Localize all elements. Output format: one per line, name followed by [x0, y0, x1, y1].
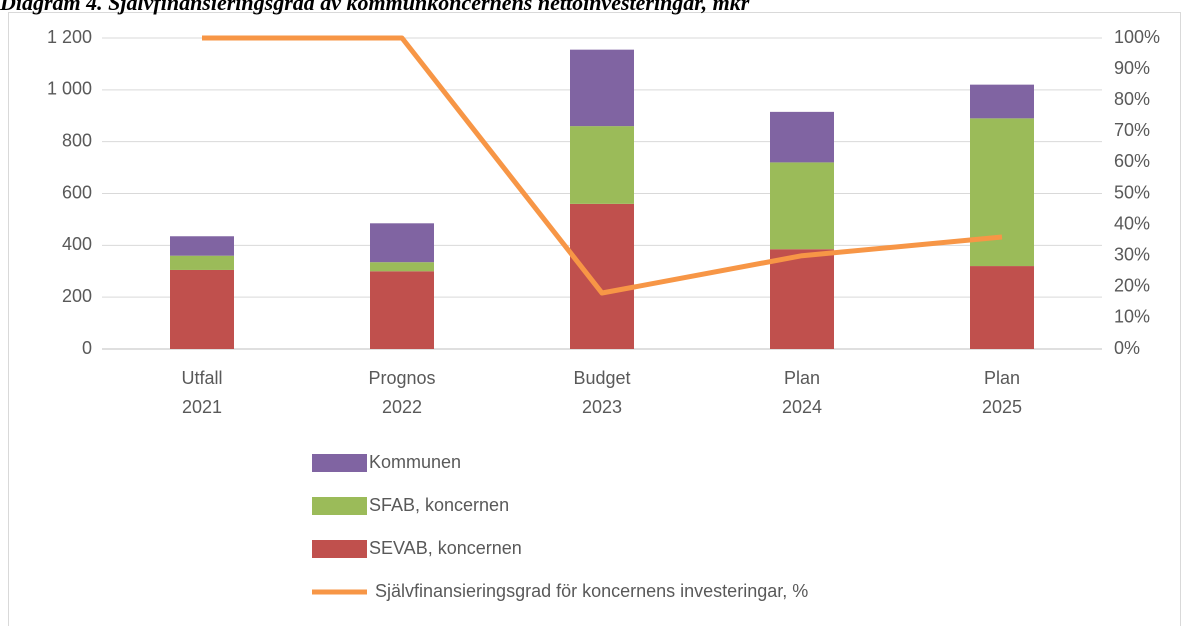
x-tick-label: Plan 2024 — [782, 368, 822, 417]
bar-segment — [570, 49, 634, 127]
y2-tick-label: 50% — [1114, 182, 1150, 202]
y-tick-label: 200 — [62, 286, 92, 306]
x-tick-label: Prognos 2022 — [368, 368, 435, 417]
y2-tick-label: 30% — [1114, 244, 1150, 264]
legend-label: Självfinansieringsgrad för koncernens in… — [375, 581, 808, 601]
bar-segment — [370, 271, 434, 349]
legend-label: SFAB, koncernen — [369, 495, 509, 515]
y-tick-label: 1 000 — [47, 79, 92, 99]
y2-tick-label: 60% — [1114, 151, 1150, 171]
legend-label: Kommunen — [369, 452, 461, 472]
bar-segment — [770, 111, 834, 163]
line-series — [202, 35, 1003, 296]
chart-border — [8, 12, 1181, 626]
bar-segment — [370, 262, 434, 272]
y2-tick-label: 40% — [1114, 213, 1150, 233]
chart-title: Diagram 4. Självfinansieringsgrad av kom… — [0, 0, 750, 15]
bar-segment — [570, 126, 634, 204]
y-tick-label: 800 — [62, 130, 92, 150]
bar-segment — [770, 249, 834, 349]
y2-tick-label: 0% — [1114, 338, 1140, 358]
legend-label: SEVAB, koncernen — [369, 538, 522, 558]
bar-segment — [570, 203, 634, 349]
y2-tick-label: 70% — [1114, 120, 1150, 140]
bar-segment — [170, 269, 234, 349]
bar-segment — [770, 162, 834, 250]
legend-swatch — [312, 454, 367, 472]
y2-tick-label: 20% — [1114, 276, 1150, 296]
y-tick-label: 400 — [62, 234, 92, 254]
bar-segment — [170, 255, 234, 270]
legend-swatch — [312, 497, 367, 515]
y2-tick-label: 10% — [1114, 307, 1150, 327]
bar-segment — [170, 236, 234, 256]
y-tick-label: 0 — [82, 338, 92, 358]
bar-segment — [970, 266, 1034, 349]
x-tick-label: Budget 2023 — [573, 368, 630, 417]
bar-segment — [370, 223, 434, 263]
y-tick-label: 600 — [62, 182, 92, 202]
y2-tick-label: 100% — [1114, 27, 1160, 47]
y2-tick-label: 80% — [1114, 89, 1150, 109]
y2-tick-label: 90% — [1114, 58, 1150, 78]
x-tick-label: Utfall 2021 — [181, 368, 222, 417]
legend-swatch — [312, 540, 367, 558]
bar-segment — [970, 118, 1034, 267]
bar-segment — [970, 84, 1034, 119]
x-tick-label: Plan 2025 — [982, 368, 1022, 417]
y-tick-label: 1 200 — [47, 27, 92, 47]
